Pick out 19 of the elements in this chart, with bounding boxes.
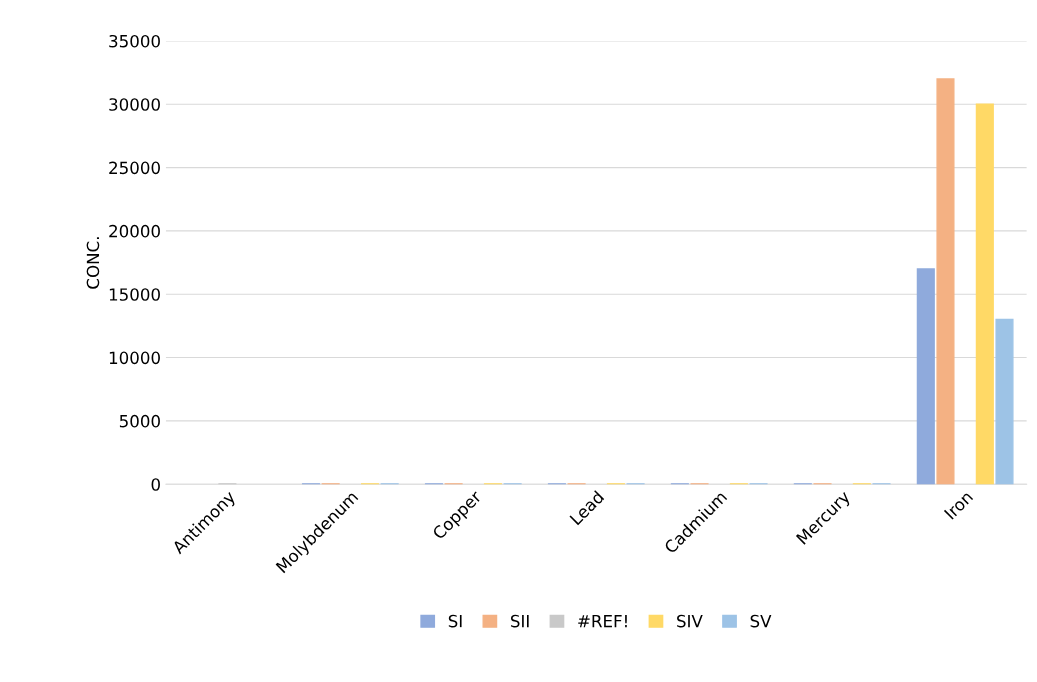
bar — [975, 103, 994, 485]
legend-label: SII — [510, 614, 529, 628]
y-tick-label: 30000 — [109, 98, 160, 111]
y-tick-label: 5000 — [119, 414, 160, 428]
bar — [936, 78, 955, 485]
y-tick-label: 15000 — [109, 288, 160, 301]
x-tick-label: Iron — [943, 490, 974, 520]
y-tick-label: 25000 — [109, 161, 160, 175]
y-tick-label: 0 — [151, 478, 160, 491]
y-axis-title: CONC. — [86, 237, 100, 289]
legend-label: SIV — [677, 614, 703, 628]
y-tick-label: 10000 — [109, 351, 160, 365]
bar — [995, 318, 1014, 485]
legend-label: SI — [448, 614, 462, 628]
y-tick-label: 20000 — [109, 224, 160, 238]
legend-label: #REF! — [578, 614, 627, 628]
y-tick-label: 35000 — [109, 34, 160, 48]
bar — [916, 268, 935, 485]
legend-label: SV — [750, 614, 772, 628]
